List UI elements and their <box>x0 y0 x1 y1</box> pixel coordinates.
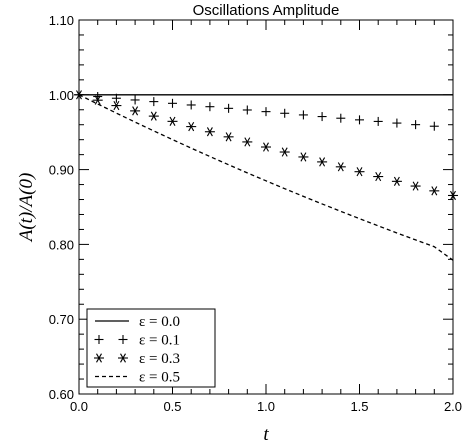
y-tick-label: 0.80 <box>49 237 74 252</box>
x-axis-label: t <box>263 424 269 445</box>
legend-plus-marker <box>118 335 128 344</box>
y-tick-label: 0.60 <box>49 387 74 402</box>
series-2 <box>74 90 458 201</box>
series-line-3 <box>78 94 454 261</box>
legend-asterisk-marker <box>94 353 104 363</box>
y-tick-label: 0.70 <box>49 312 74 327</box>
asterisk-point-c <box>94 95 101 105</box>
legend-asterisk-marker <box>118 353 128 363</box>
x-tick-label: 0.5 <box>163 399 181 414</box>
plus-point <box>280 108 290 118</box>
asterisk-point-c <box>431 186 438 196</box>
legend-label: ε = 0.3 <box>139 351 180 367</box>
plus-point <box>261 107 271 117</box>
asterisk-point <box>111 100 122 111</box>
y-tick-label: 1.10 <box>49 13 74 28</box>
plus-point <box>373 116 383 126</box>
y-axis-label: A(t)/A(0) <box>16 173 37 244</box>
asterisk-point-c <box>225 132 232 142</box>
legend-label: ε = 0.0 <box>139 314 180 330</box>
asterisk-point <box>223 132 234 142</box>
asterisk-point-c <box>244 137 251 147</box>
asterisk-point <box>92 95 103 105</box>
asterisk-point-c <box>113 100 120 111</box>
asterisk-point <box>130 106 141 116</box>
asterisk-point <box>410 181 421 191</box>
asterisk-point-c <box>450 190 456 201</box>
asterisk-point <box>279 147 290 157</box>
plus-point <box>336 113 346 123</box>
asterisk-point-c <box>169 116 176 126</box>
legend-asterisk-marker-c <box>120 353 126 363</box>
legend-item-3: ε = 0.5 <box>95 370 180 386</box>
plus-point <box>224 103 234 113</box>
y-tick-label: 1.00 <box>49 88 74 103</box>
asterisk-point-c <box>356 167 363 177</box>
asterisk-point-c <box>132 106 139 116</box>
legend-item-2: ε = 0.3 <box>94 351 180 367</box>
asterisk-point-c <box>412 181 419 191</box>
asterisk-point-c <box>300 152 307 162</box>
plus-point <box>186 100 196 110</box>
asterisk-point <box>373 171 384 182</box>
asterisk-point-c <box>206 127 213 137</box>
plus-point <box>111 93 121 103</box>
asterisk-point <box>242 137 253 147</box>
plus-point <box>298 110 308 120</box>
plus-point <box>392 118 402 128</box>
legend-label: ε = 0.1 <box>139 333 180 349</box>
asterisk-point <box>335 162 346 172</box>
asterisk-point <box>148 111 159 121</box>
legend: ε = 0.0 ε = 0.1 ε = 0.3 ε = 0.5 <box>86 308 216 388</box>
y-tick-label: 0.90 <box>49 163 74 178</box>
plot-area: 0.0 0.5 1.0 1.5 2.0 0.60 0.70 0.80 0.90 1.00 1.10 <box>49 13 462 414</box>
plus-point <box>242 105 252 115</box>
series-1 <box>74 90 439 131</box>
legend-label: ε = 0.5 <box>139 370 180 386</box>
chart-title: Oscillations Amplitude <box>193 2 340 19</box>
asterisk-point-c <box>263 142 269 152</box>
asterisk-point <box>204 127 215 137</box>
asterisk-point <box>391 176 402 186</box>
asterisk-point <box>186 121 197 132</box>
asterisk-point-c <box>281 147 288 157</box>
x-tick-label: 0.0 <box>70 399 88 414</box>
series-3 <box>78 94 454 261</box>
asterisk-point <box>354 167 365 177</box>
legend-item-0: ε = 0.0 <box>95 314 180 330</box>
legend-asterisk-marker-c <box>96 353 102 363</box>
x-tick-label: 1.5 <box>350 399 368 414</box>
x-tick-label: 2.0 <box>444 399 462 414</box>
asterisk-point-c <box>375 171 382 182</box>
asterisk-point <box>261 142 271 152</box>
asterisk-point <box>448 190 458 201</box>
legend-box <box>86 308 216 388</box>
asterisk-point-c <box>337 162 344 172</box>
plus-point <box>317 112 327 122</box>
asterisk-point <box>167 116 178 126</box>
asterisk-point <box>317 157 328 167</box>
asterisk-point-c <box>150 111 157 121</box>
plus-point <box>168 98 177 108</box>
x-tick-label: 1.0 <box>257 399 275 414</box>
plus-point <box>149 97 159 107</box>
plus-point <box>205 102 215 112</box>
asterisk-point-c <box>393 176 400 186</box>
asterisk-point-c <box>188 121 195 132</box>
legend-plus-marker <box>94 335 104 344</box>
asterisk-point <box>429 186 440 196</box>
asterisk-point <box>298 152 309 162</box>
asterisk-point-c <box>319 157 326 167</box>
plus-point <box>130 95 140 105</box>
plus-point <box>411 120 421 130</box>
plus-point <box>429 121 439 131</box>
plus-point <box>355 115 364 125</box>
legend-item-1: ε = 0.1 <box>94 333 180 349</box>
